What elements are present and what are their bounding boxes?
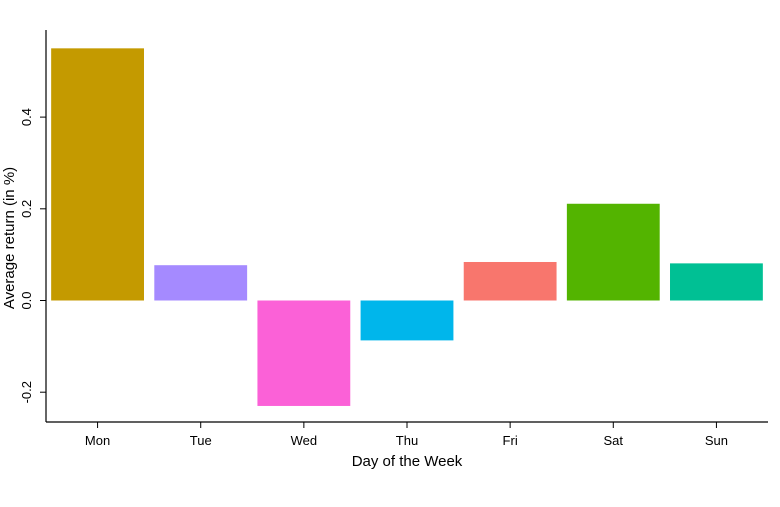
x-tick-label-sat: Sat (604, 433, 624, 448)
x-tick-label-sun: Sun (705, 433, 728, 448)
y-tick-label: 0.4 (19, 108, 34, 126)
x-axis-title: Day of the Week (352, 453, 463, 470)
bar-thu (360, 300, 454, 341)
y-tick-label: -0.2 (19, 381, 34, 403)
y-tick-label: 0.2 (19, 200, 34, 218)
bars-group (51, 48, 763, 406)
bar-tue (154, 265, 248, 301)
bar-sat (566, 203, 660, 301)
bar-sun (670, 263, 763, 301)
bar-mon (51, 48, 144, 301)
y-axis-ticks: -0.2 0.0 0.2 0.4 (19, 108, 46, 403)
bar-fri (463, 261, 557, 301)
x-tick-label-fri: Fri (503, 433, 518, 448)
x-tick-label-tue: Tue (190, 433, 212, 448)
y-axis-title: Average return (in %) (1, 167, 18, 309)
x-tick-label-mon: Mon (85, 433, 110, 448)
x-axis-ticks: Mon Tue Wed Thu Fri Sat Sun (85, 422, 728, 448)
bar-wed (257, 300, 351, 406)
y-tick-label: 0.0 (19, 291, 34, 309)
x-tick-label-wed: Wed (291, 433, 318, 448)
x-tick-label-thu: Thu (396, 433, 418, 448)
